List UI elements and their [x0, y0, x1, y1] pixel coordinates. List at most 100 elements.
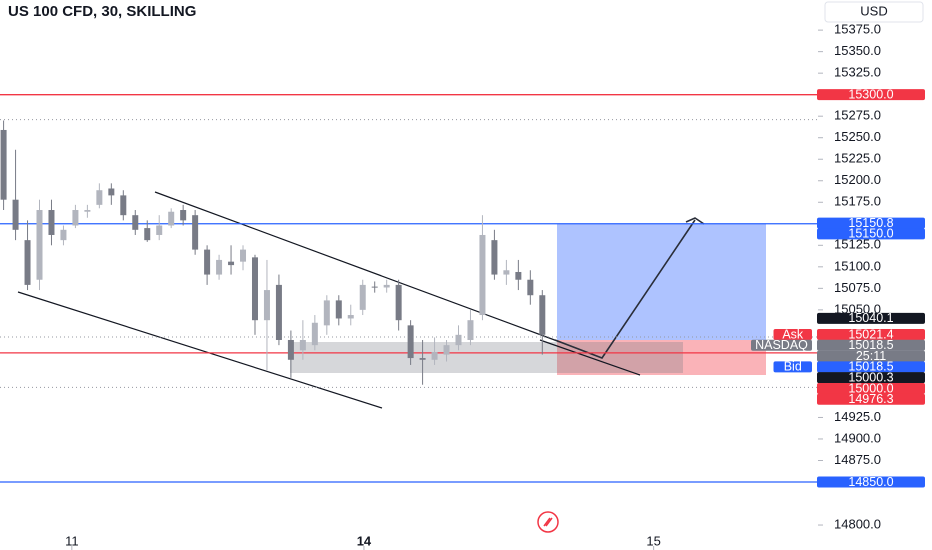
candle-body — [0, 129, 7, 200]
price-badge-label: 15150.8 — [848, 216, 893, 230]
candle-body — [275, 284, 282, 340]
candle-body — [479, 234, 486, 316]
y-tick-label: 14875.0 — [834, 452, 881, 467]
stop-zone — [557, 340, 766, 375]
x-tick-label: 14 — [357, 533, 372, 548]
candle-body — [96, 190, 103, 205]
x-tick-label: 15 — [646, 533, 660, 548]
trend-line — [154, 191, 561, 343]
trend-line — [539, 339, 641, 376]
price-badge-label: 25:11 — [856, 349, 886, 363]
candle-body — [48, 210, 55, 235]
candle-body — [24, 240, 31, 285]
candle-body — [491, 240, 498, 275]
candle-body — [36, 210, 43, 280]
price-badge — [817, 476, 925, 488]
price-tag-label: Bid — [784, 360, 802, 374]
candle-body — [323, 300, 330, 326]
candle-body — [395, 284, 402, 321]
y-tick-label: 15225.0 — [834, 151, 881, 166]
candle-body — [359, 284, 366, 310]
y-tick-label: 15050.0 — [834, 301, 881, 316]
candle-body — [503, 270, 510, 275]
price-badge — [817, 328, 925, 340]
candle-body — [192, 215, 199, 250]
candle-body — [228, 261, 235, 266]
price-badge — [817, 372, 925, 384]
candle-body — [287, 339, 294, 360]
trend-line — [17, 291, 383, 409]
candle-body — [60, 229, 67, 241]
candle-body — [431, 352, 438, 360]
candle-body — [251, 257, 258, 321]
candle-body — [84, 210, 91, 212]
price-badge — [817, 228, 925, 240]
candle-body — [515, 271, 522, 280]
chart-title: US 100 CFD, 30, SKILLING — [8, 3, 196, 20]
price-badge-label: 14976.3 — [848, 392, 893, 406]
target-zone — [557, 224, 766, 340]
price-badge — [817, 350, 925, 362]
price-badge — [817, 339, 925, 351]
candle-body — [240, 249, 247, 262]
price-tag-label: Ask — [782, 327, 804, 341]
support-zone — [290, 342, 683, 373]
candle-body — [72, 210, 79, 226]
candle-body — [216, 259, 223, 275]
y-tick-label: 15350.0 — [834, 43, 881, 58]
candle-body — [144, 228, 151, 241]
price-badge-label: 15000.0 — [848, 381, 893, 395]
y-tick-label: 14900.0 — [834, 430, 881, 445]
price-tag — [751, 339, 812, 351]
price-badge-label: 15018.5 — [848, 360, 893, 374]
y-tick-label: 14925.0 — [834, 409, 881, 424]
candle-body — [467, 320, 474, 340]
candle-body — [168, 211, 175, 226]
currency[interactable]: USD — [860, 3, 887, 18]
price-badge-label: 15021.4 — [848, 327, 893, 341]
candle-body — [407, 325, 414, 359]
price-badge — [817, 89, 925, 101]
y-tick-label: 15175.0 — [834, 194, 881, 209]
logo-mark — [543, 517, 553, 527]
price-badge-label: 15300.0 — [848, 87, 893, 101]
price-badge-label: 15150.0 — [848, 227, 893, 241]
candle-body — [299, 339, 306, 351]
candle-body — [419, 358, 426, 360]
y-tick-label: 15100.0 — [834, 258, 881, 273]
y-tick-label: 15275.0 — [834, 108, 881, 123]
candle-body — [443, 345, 450, 355]
price-badge — [817, 393, 925, 405]
candle-body — [204, 249, 211, 275]
candle-body — [263, 290, 270, 321]
candle-body — [335, 300, 342, 319]
projection-path — [554, 219, 696, 359]
y-tick-label: 15125.0 — [834, 237, 881, 252]
candle-body — [371, 286, 378, 288]
candle-body — [180, 210, 187, 221]
y-tick-label: 15325.0 — [834, 65, 881, 80]
logo[interactable] — [537, 511, 559, 533]
y-tick-label: 15250.0 — [834, 129, 881, 144]
y-tick-label: 15075.0 — [834, 280, 881, 295]
price-badge-label: 15040.1 — [848, 311, 893, 325]
arrow-head — [685, 217, 705, 225]
currency-box[interactable] — [824, 1, 924, 23]
price-badge-label: 14850.0 — [848, 475, 893, 489]
candle-body — [311, 322, 318, 346]
price-tag-label: NASDAQ — [755, 338, 808, 352]
candle-body — [539, 295, 546, 335]
candle-body — [120, 195, 127, 216]
price-badge — [817, 312, 925, 324]
price-badge — [817, 361, 925, 373]
y-tick-label: 15200.0 — [834, 172, 881, 187]
price-badge-label: 15018.5 — [848, 338, 893, 352]
candle-body — [12, 199, 19, 230]
x-tick-label: 11 — [65, 533, 79, 548]
candle-body — [383, 284, 390, 288]
price-tag — [773, 361, 812, 373]
candle-body — [132, 215, 139, 230]
candle-body — [108, 188, 115, 196]
candle-body — [347, 315, 354, 319]
